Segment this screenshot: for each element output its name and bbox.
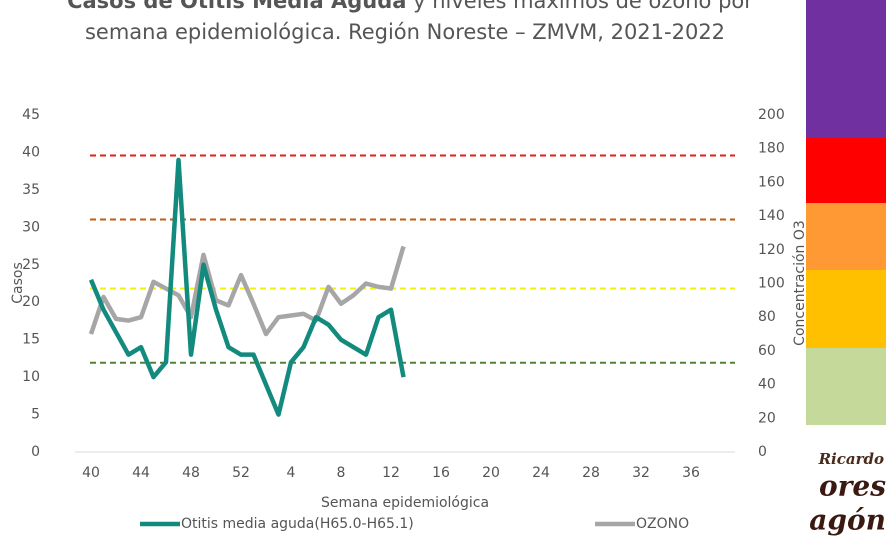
x-tick-label: 36 — [682, 465, 700, 481]
legend-label: Otitis media aguda(H65.0-H65.1) — [181, 516, 414, 532]
legend-label: OZONO — [636, 516, 689, 532]
y2-tick-label: 140 — [758, 208, 785, 224]
y-tick-label: 30 — [22, 219, 40, 235]
y2-tick-label: 100 — [758, 276, 785, 292]
x-tick-label: 28 — [582, 465, 600, 481]
y-tick-label: 10 — [22, 369, 40, 385]
x-tick-label: 40 — [82, 465, 100, 481]
y-axis-label: Casos — [10, 262, 26, 304]
y-tick-label: 35 — [22, 182, 40, 198]
y2-tick-label: 120 — [758, 242, 785, 258]
y2-tick-label: 160 — [758, 174, 785, 190]
level-orange — [806, 203, 886, 270]
logo: Ricardo ores agón — [809, 450, 886, 537]
title-rest: y niveles máximos de ozono por — [413, 0, 753, 13]
y-tick-label: 15 — [22, 332, 40, 348]
logo-text: ores — [819, 470, 886, 503]
x-tick-label: 8 — [337, 465, 346, 481]
y-tick-label: 25 — [22, 257, 40, 273]
x-tick-label: 20 — [482, 465, 500, 481]
y2-tick-label: 80 — [758, 309, 776, 325]
y-tick-label: 5 — [31, 407, 40, 423]
y2-tick-label: 60 — [758, 343, 776, 359]
x-tick-label: 52 — [232, 465, 250, 481]
x-tick-label: 16 — [432, 465, 450, 481]
x-axis-label: Semana epidemiológica — [321, 495, 489, 511]
plot: 0 5 10 15 20 25 30 35 40 45 0 20 40 60 80 100 120 140 160 1… — [22, 107, 785, 532]
y2-tick-label: 40 — [758, 377, 776, 393]
y2-axis-label: Concentración O3 — [792, 220, 808, 346]
level-green — [806, 348, 886, 425]
x-tick-label: 44 — [132, 465, 150, 481]
x-tick-label: 12 — [382, 465, 400, 481]
chart-subtitle: semana epidemiológica. Región Noreste – … — [85, 20, 725, 44]
x-tick-label: 4 — [287, 465, 296, 481]
y2-tick-label: 180 — [758, 141, 785, 157]
level-purple — [806, 0, 886, 138]
y-tick-label: 0 — [31, 444, 40, 460]
x-tick-label: 32 — [632, 465, 650, 481]
logo-text: Ricardo — [818, 450, 884, 468]
y2-tick-label: 20 — [758, 410, 776, 426]
x-tick-label: 48 — [182, 465, 200, 481]
x-tick-label: 24 — [532, 465, 550, 481]
y-tick-label: 20 — [22, 294, 40, 310]
y2-tick-label: 0 — [758, 444, 767, 460]
y-tick-label: 40 — [22, 144, 40, 160]
level-yellow — [806, 270, 886, 348]
series-line — [88, 245, 406, 337]
level-bar — [806, 0, 886, 425]
logo-text: agón — [809, 504, 886, 537]
y2-tick-label: 200 — [758, 107, 785, 123]
level-red — [806, 138, 886, 203]
series-line — [88, 157, 406, 417]
title-bold: Casos de Otitis Media Aguda — [67, 0, 406, 13]
y-tick-label: 45 — [22, 107, 40, 123]
chart-title: Casos de Otitis Media Aguda y niveles má… — [67, 0, 753, 13]
